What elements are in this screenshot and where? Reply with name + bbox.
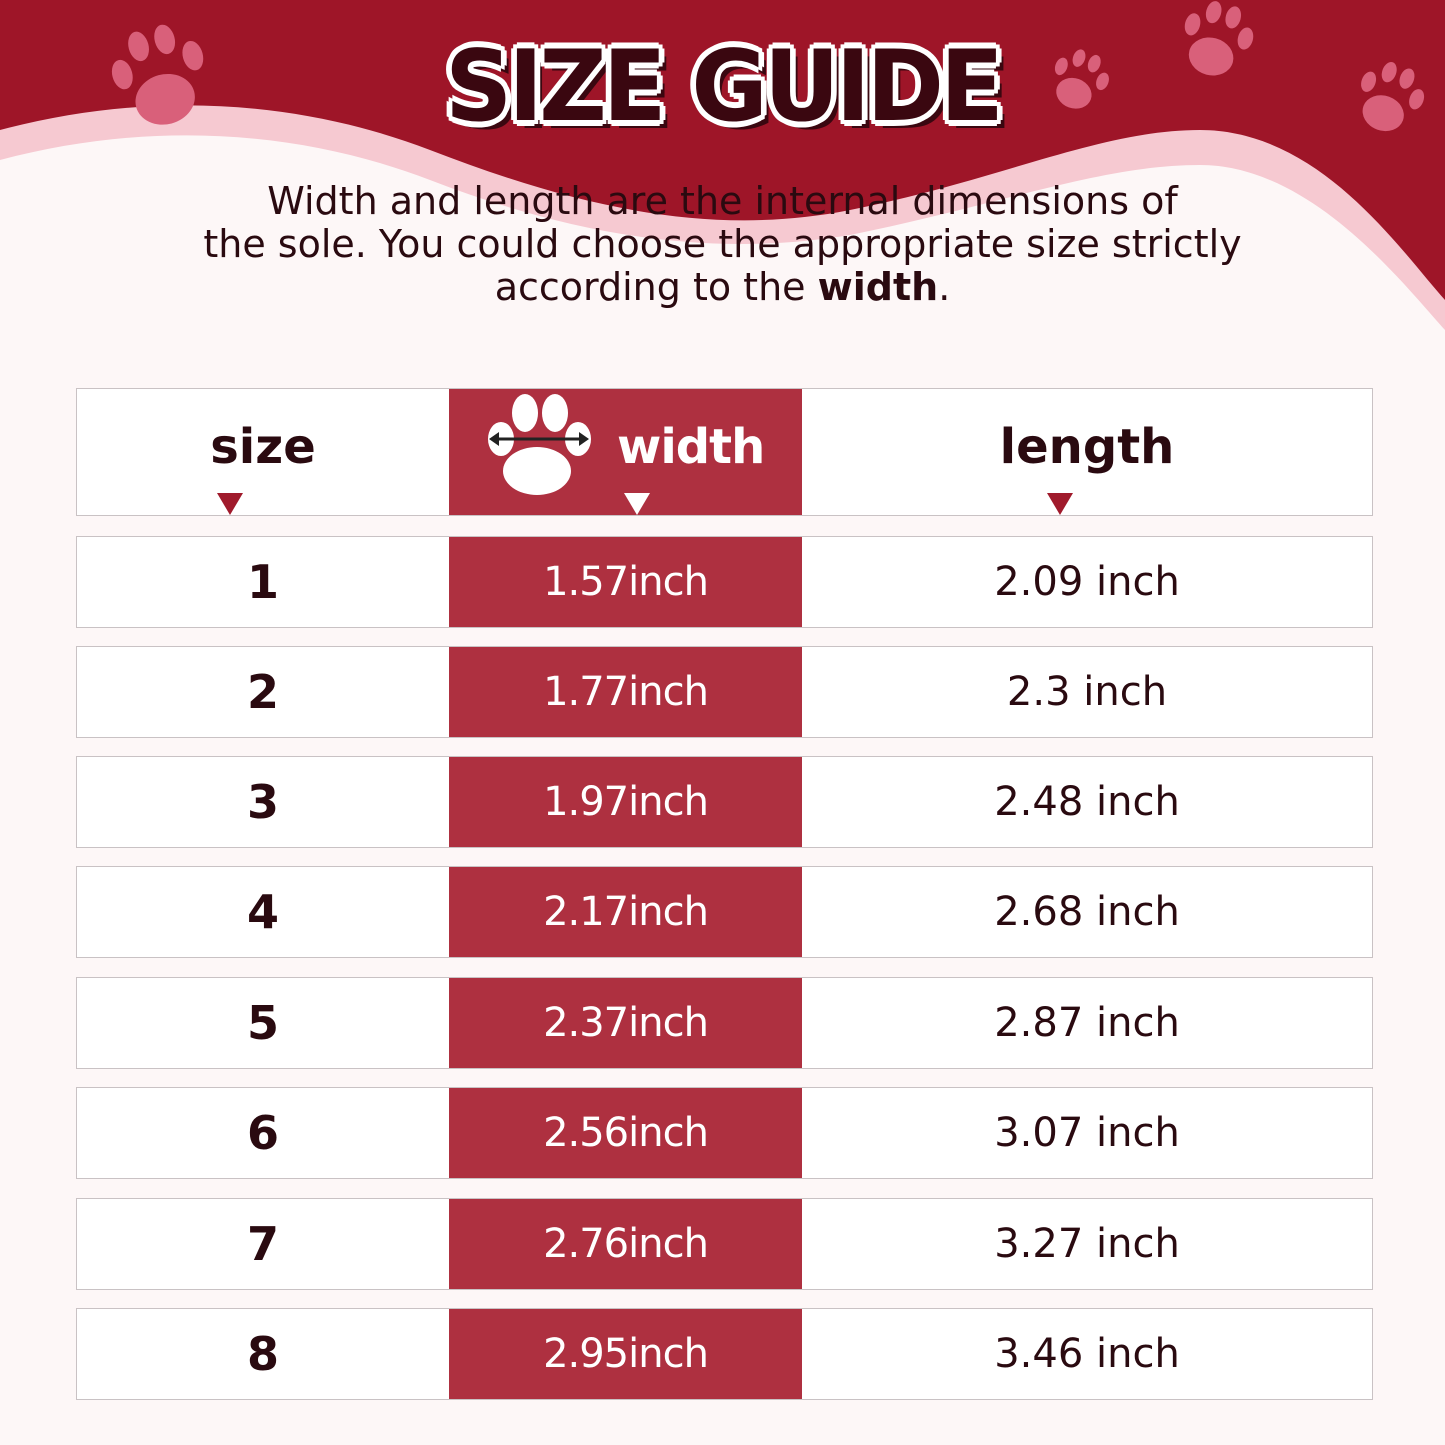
length-cell: 3.46 inch bbox=[994, 1331, 1180, 1377]
table-row: 5 2.37inch 2.87 inch bbox=[76, 977, 1373, 1069]
width-cell: 2.17inch bbox=[449, 867, 802, 957]
table-header-row: size width length bbox=[76, 388, 1373, 516]
length-cell: 3.07 inch bbox=[994, 1110, 1180, 1156]
table-row: 8 2.95inch 3.46 inch bbox=[76, 1308, 1373, 1400]
header-size: size bbox=[210, 419, 316, 475]
triangle-down-icon bbox=[624, 493, 650, 515]
intro-line-3: according to the width. bbox=[150, 266, 1295, 309]
table-row: 4 2.17inch 2.68 inch bbox=[76, 866, 1373, 958]
table-row: 7 2.76inch 3.27 inch bbox=[76, 1198, 1373, 1290]
width-cell: 1.57inch bbox=[449, 537, 802, 627]
intro-line-3-suffix: . bbox=[938, 265, 951, 309]
length-cell: 2.3 inch bbox=[1006, 669, 1168, 715]
intro-text: Width and length are the internal dimens… bbox=[150, 180, 1295, 309]
length-cell: 2.87 inch bbox=[994, 1000, 1180, 1046]
size-cell: 6 bbox=[246, 1106, 279, 1160]
size-cell: 1 bbox=[246, 555, 279, 609]
paw-print-icons bbox=[111, 1, 1425, 132]
width-cell: 2.76inch bbox=[449, 1199, 802, 1289]
length-cell: 2.48 inch bbox=[994, 779, 1180, 825]
intro-line-3-prefix: according to the bbox=[494, 265, 818, 309]
triangle-down-icon bbox=[1047, 493, 1073, 515]
header-width: width bbox=[617, 419, 765, 475]
page-title: SIZE GUIDE bbox=[445, 30, 1004, 144]
length-cell: 2.09 inch bbox=[994, 559, 1180, 605]
size-cell: 7 bbox=[246, 1217, 279, 1271]
triangle-down-icon bbox=[217, 493, 243, 515]
width-cell: 1.97inch bbox=[449, 757, 802, 847]
intro-line-1: Width and length are the internal dimens… bbox=[267, 179, 1178, 223]
size-cell: 5 bbox=[246, 996, 279, 1050]
header-length: length bbox=[999, 419, 1175, 475]
header-width-cell: width bbox=[449, 389, 802, 515]
length-cell: 3.27 inch bbox=[994, 1221, 1180, 1267]
width-cell: 2.37inch bbox=[449, 978, 802, 1068]
width-cell: 2.95inch bbox=[449, 1309, 802, 1399]
size-cell: 8 bbox=[246, 1327, 279, 1381]
intro-emphasis-width: width bbox=[817, 265, 939, 309]
header-size-cell: size bbox=[77, 389, 449, 515]
table-row: 2 1.77inch 2.3 inch bbox=[76, 646, 1373, 738]
size-cell: 2 bbox=[246, 665, 279, 719]
table-row: 6 2.56inch 3.07 inch bbox=[76, 1087, 1373, 1179]
table-row: 1 1.57inch 2.09 inch bbox=[76, 536, 1373, 628]
paw-with-width-arrow-icon bbox=[488, 394, 591, 495]
width-cell: 2.56inch bbox=[449, 1088, 802, 1178]
width-cell: 1.77inch bbox=[449, 647, 802, 737]
intro-line-2: the sole. You could choose the appropria… bbox=[203, 222, 1242, 266]
header-length-cell: length bbox=[802, 389, 1372, 515]
length-cell: 2.68 inch bbox=[994, 889, 1180, 935]
size-cell: 4 bbox=[246, 885, 279, 939]
table-row: 3 1.97inch 2.48 inch bbox=[76, 756, 1373, 848]
size-cell: 3 bbox=[246, 775, 279, 829]
